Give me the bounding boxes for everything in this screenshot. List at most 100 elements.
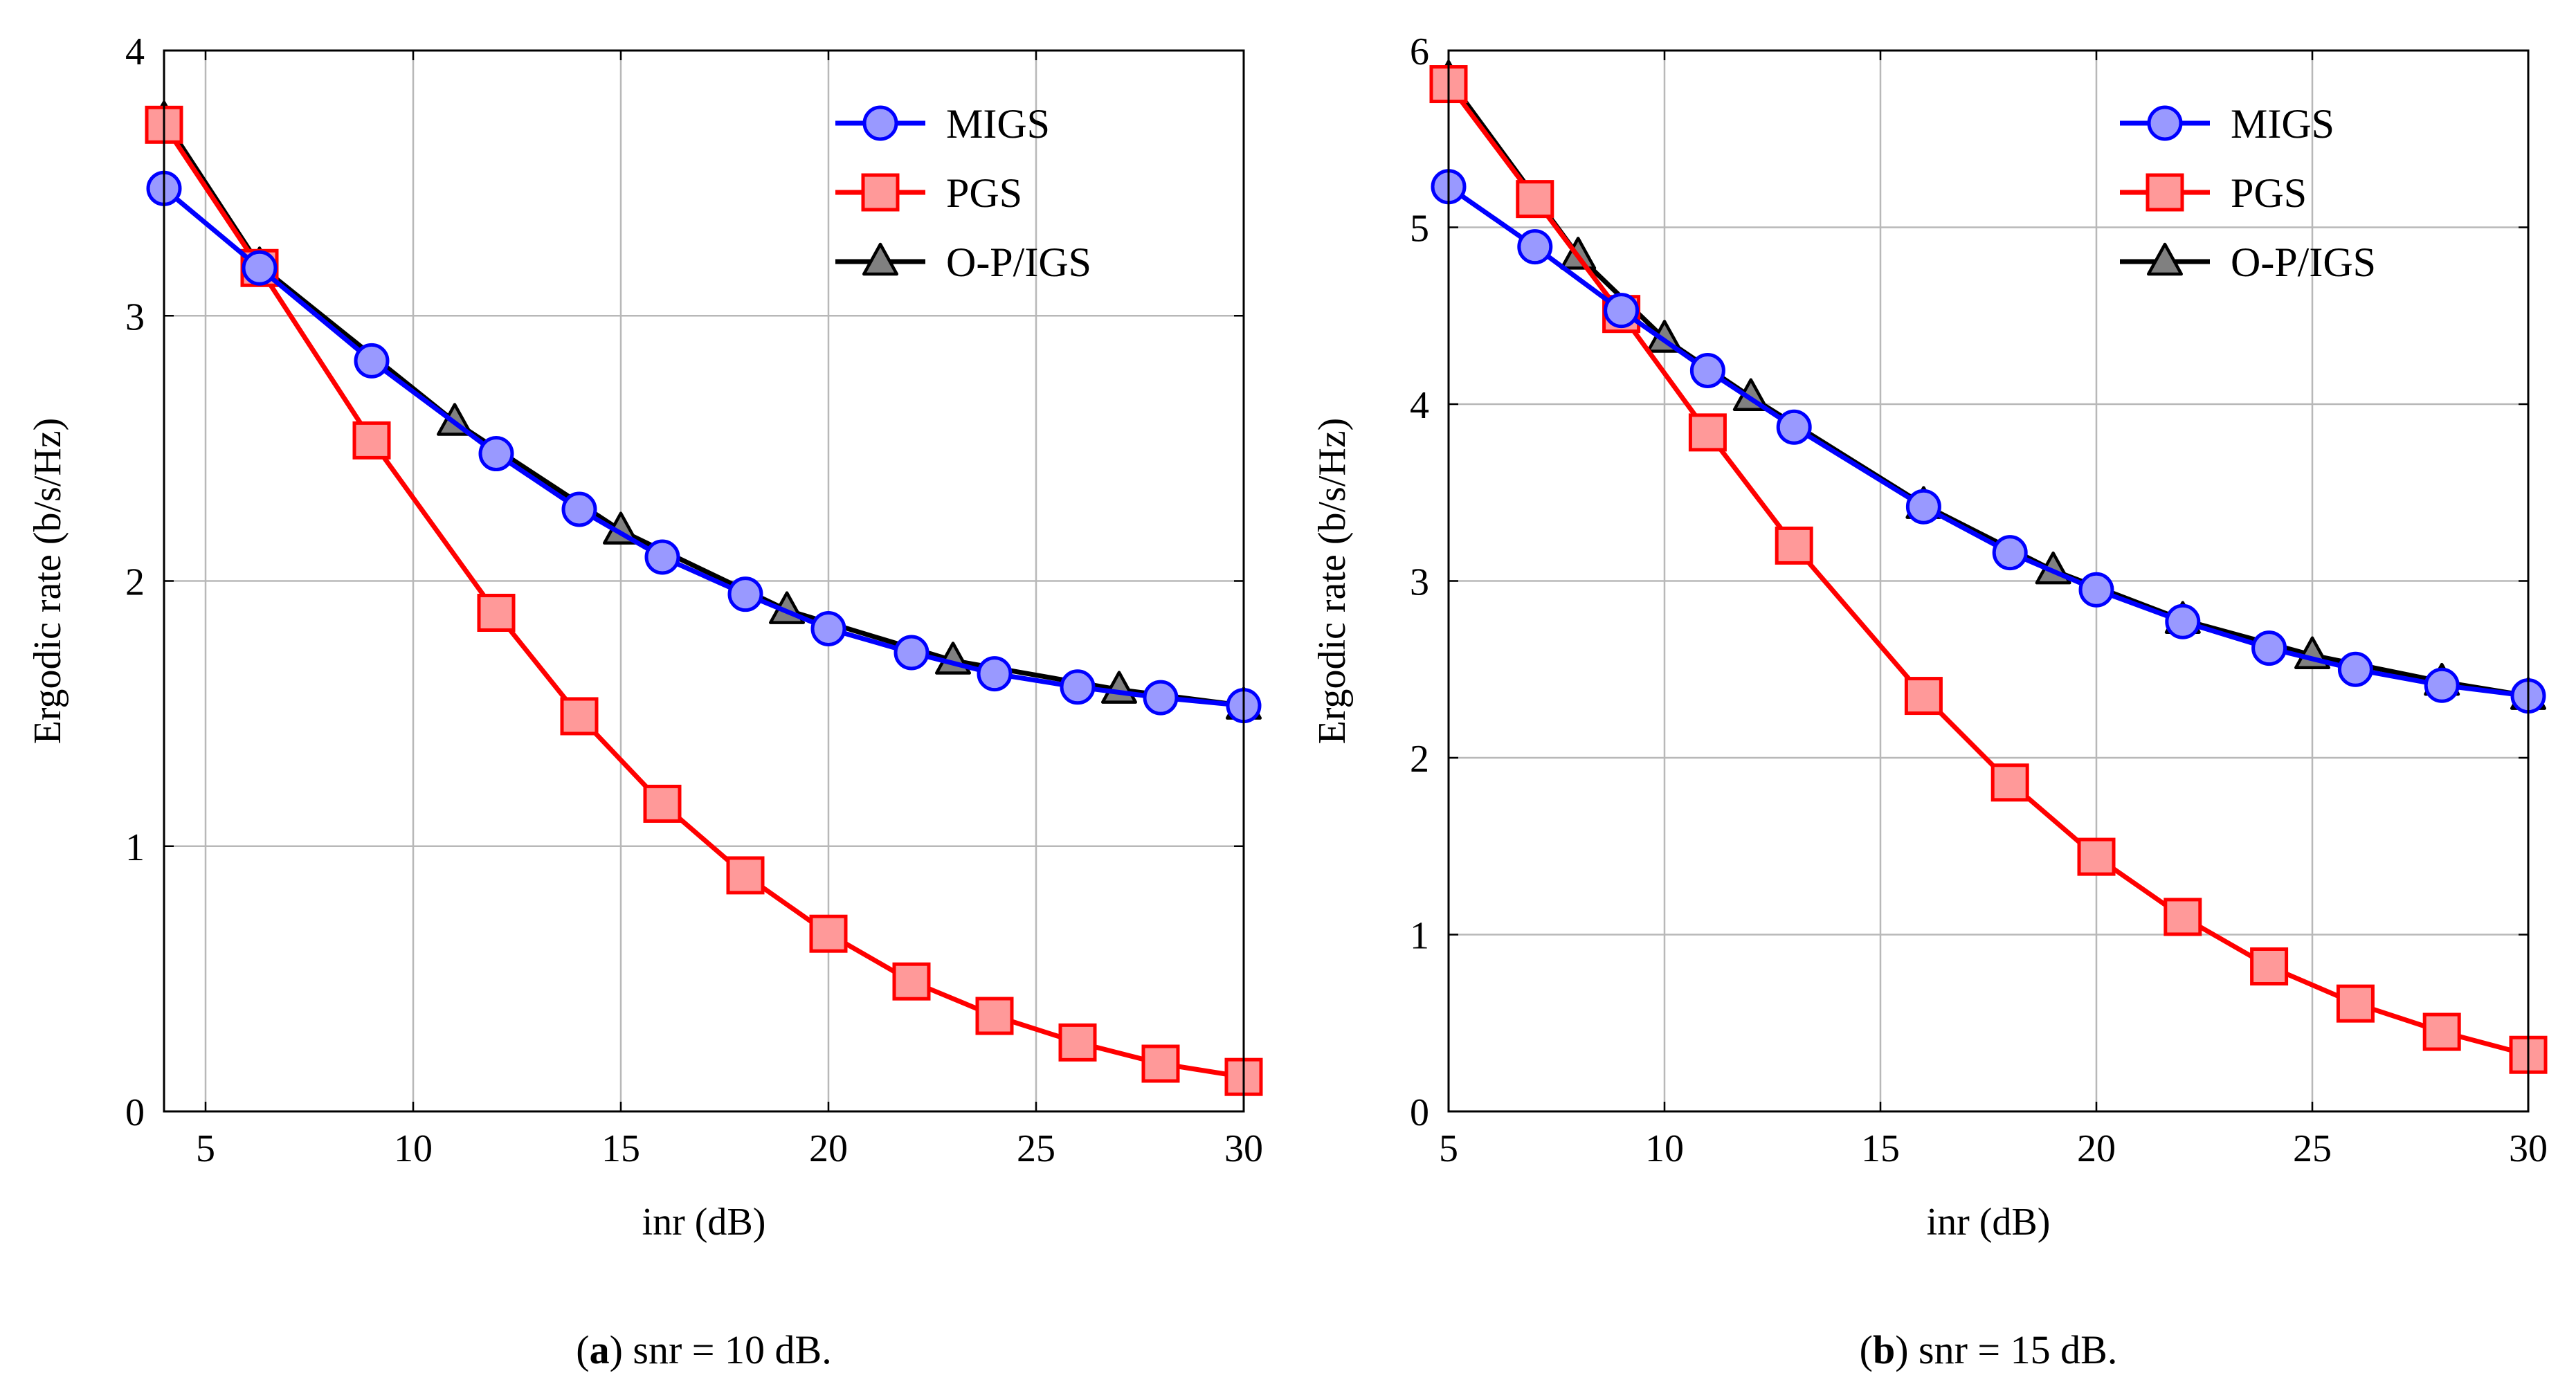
plot-frame <box>1447 49 2530 1113</box>
x-tick-label: 15 <box>1861 1127 1900 1170</box>
x-axis-label: inr (dB) <box>642 1201 766 1244</box>
data-point <box>1058 1023 1097 1062</box>
data-point <box>809 914 848 953</box>
data-point <box>561 491 597 527</box>
plot-frame <box>163 49 1245 1113</box>
data-point <box>1060 669 1096 705</box>
legend: MIGS PGS O-P/IGS <box>835 101 1091 285</box>
data-point <box>1516 180 1554 219</box>
legend-marker <box>2147 105 2183 141</box>
series-migs <box>1431 169 2546 714</box>
x-tick-label: 30 <box>1224 1127 1263 1170</box>
legend-entry: PGS <box>2120 170 2307 216</box>
legend: MIGS PGS O-P/IGS <box>2120 101 2376 285</box>
x-tick-label: 5 <box>196 1127 215 1170</box>
series-o-p-igs <box>1431 60 2546 710</box>
x-tick-label: 10 <box>1645 1127 1684 1170</box>
y-tick-label: 2 <box>1410 738 1429 781</box>
series-migs <box>146 170 1262 724</box>
data-point <box>2077 837 2116 876</box>
legend-marker <box>2147 242 2183 276</box>
legend-marker <box>861 173 900 212</box>
data-point <box>2336 984 2375 1023</box>
panel-caption: (b) snr = 15 dB. <box>1860 1327 2118 1372</box>
data-point <box>810 610 846 646</box>
chart-panel-a: 5 10 15 20 25 30 0 1 2 3 4 inr (dB) Ergodic rate (b/… <box>26 30 1263 1372</box>
legend-label: PGS <box>946 170 1022 216</box>
legend-label: O-P/IGS <box>2231 239 2376 285</box>
data-point <box>1905 489 1941 525</box>
x-tick-label: 20 <box>809 1127 848 1170</box>
data-point <box>560 697 599 736</box>
data-point <box>1776 409 1812 445</box>
data-point <box>1992 535 2028 571</box>
series-line <box>1446 82 2529 1057</box>
data-point <box>1904 677 1943 716</box>
data-point <box>1141 1044 1180 1083</box>
data-point <box>727 576 763 612</box>
data-point <box>2078 572 2114 608</box>
legend-marker <box>862 105 898 141</box>
data-point <box>1689 352 1725 388</box>
legend-label: PGS <box>2231 170 2307 216</box>
data-point <box>643 784 682 823</box>
data-point <box>975 997 1014 1035</box>
legend-entry: O-P/IGS <box>835 239 1091 285</box>
y-axis-label: Ergodic rate (b/s/Hz) <box>26 418 69 745</box>
x-tick-label: 30 <box>2509 1127 2548 1170</box>
y-tick-label: 3 <box>125 296 145 338</box>
data-point <box>892 962 931 1001</box>
legend-label: MIGS <box>946 101 1050 147</box>
legend-marker <box>862 242 898 276</box>
data-point <box>242 250 278 286</box>
series-o-p-igs <box>146 100 1262 720</box>
data-point <box>2251 630 2287 666</box>
data-point <box>726 856 765 895</box>
series-pgs <box>1429 65 2548 1074</box>
y-tick-label: 1 <box>1410 915 1429 958</box>
legend-marker <box>2146 173 2184 212</box>
data-point <box>2164 898 2202 936</box>
data-point <box>2250 947 2289 985</box>
data-point <box>2424 667 2460 703</box>
series-pgs <box>145 105 1263 1096</box>
x-tick-label: 5 <box>1439 1127 1458 1170</box>
data-point <box>354 343 390 379</box>
y-axis-label: Ergodic rate (b/s/Hz) <box>1311 418 1354 745</box>
y-tick-label: 4 <box>1410 384 1429 427</box>
legend-entry: PGS <box>835 170 1022 216</box>
y-tick-label: 0 <box>125 1091 145 1134</box>
y-tick-label: 4 <box>125 30 145 73</box>
x-tick-label: 10 <box>394 1127 433 1170</box>
y-tick-label: 0 <box>1410 1091 1429 1134</box>
series-line <box>1446 77 2529 699</box>
data-point <box>2337 651 2373 687</box>
x-tick-label: 20 <box>2077 1127 2116 1170</box>
data-point <box>1517 229 1553 265</box>
x-axis-label: inr (dB) <box>1927 1201 2051 1244</box>
legend-entry: MIGS <box>835 101 1050 147</box>
chart-panel-b: 5 10 15 20 25 30 0 1 2 3 4 5 6 inr (dB) Ergodic rate (… <box>1311 30 2548 1372</box>
data-point <box>644 539 680 575</box>
y-tick-label: 5 <box>1410 208 1429 251</box>
panel-caption: (a) snr = 10 dB. <box>576 1327 831 1372</box>
data-point <box>1688 413 1727 452</box>
legend-label: O-P/IGS <box>946 239 1091 285</box>
data-point <box>1775 526 1813 565</box>
legend-entry: MIGS <box>2120 101 2334 147</box>
data-point <box>2422 1012 2461 1051</box>
data-point <box>477 593 516 632</box>
y-tick-label: 1 <box>125 826 145 869</box>
x-tick-label: 25 <box>1017 1127 1055 1170</box>
x-tick-label: 25 <box>2293 1127 2332 1170</box>
legend-label: MIGS <box>2231 101 2334 147</box>
data-point <box>894 635 929 671</box>
data-point <box>1143 680 1179 716</box>
data-point <box>352 421 391 460</box>
legend-entry: O-P/IGS <box>2120 239 2376 285</box>
data-point <box>1604 293 1640 329</box>
x-tick-label: 15 <box>601 1127 640 1170</box>
data-point <box>2165 603 2201 639</box>
y-tick-label: 3 <box>1410 561 1429 604</box>
